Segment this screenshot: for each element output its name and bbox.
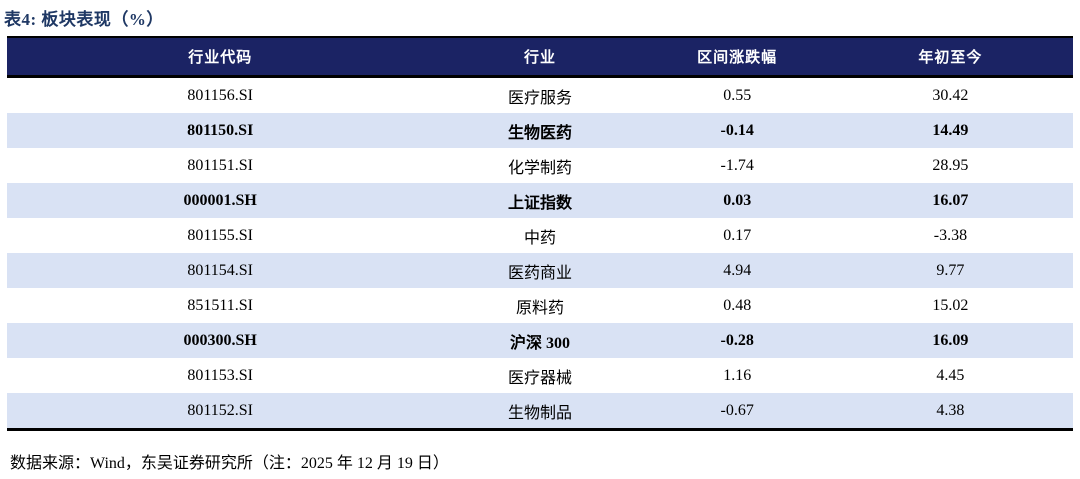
cell-code: 801154.SI [187, 261, 254, 279]
table-header: 行业代码 行业 区间涨跌幅 年初至今 [7, 37, 1073, 77]
table-row: 801154.SI 医药商业 4.94 9.77 [7, 253, 1073, 288]
cell-code: 000300.SH [183, 331, 257, 349]
table-row: 801153.SI 医疗器械 1.16 4.45 [7, 358, 1073, 393]
cell-interval: -1.74 [720, 156, 754, 174]
cell-industry: 原料药 [515, 299, 564, 317]
cell-ytd: 16.09 [932, 331, 969, 349]
cell-ytd: 14.49 [932, 121, 969, 139]
cell-interval: 0.03 [723, 191, 752, 209]
cell-industry: 上证指数 [507, 194, 572, 212]
source-note: 数据来源：Wind，东吴证券研究所（注：2025 年 12 月 19 日） [10, 455, 449, 472]
cell-industry: 化学制药 [507, 159, 572, 177]
header-row: 行业代码 行业 区间涨跌幅 年初至今 [7, 37, 1073, 77]
column-header-code: 行业代码 [188, 50, 253, 66]
table-row: 000300.SH 沪深 300 -0.28 16.09 [7, 323, 1073, 358]
cell-ytd: 4.38 [936, 401, 965, 419]
table-row: 801156.SI 医疗服务 0.55 30.42 [7, 76, 1073, 113]
cell-interval: 0.48 [723, 296, 752, 314]
table-row: 851511.SI 原料药 0.48 15.02 [7, 288, 1073, 323]
cell-industry: 中药 [523, 229, 556, 247]
cell-ytd: 28.95 [932, 156, 969, 174]
cell-ytd: 9.77 [936, 261, 965, 279]
table-row: 801150.SI 生物医药 -0.14 14.49 [7, 113, 1073, 148]
cell-ytd: 4.45 [936, 366, 965, 384]
table-row: 801152.SI 生物制品 -0.67 4.38 [7, 393, 1073, 430]
cell-ytd: 15.02 [932, 296, 969, 314]
table-body: 801156.SI 医疗服务 0.55 30.42 801150.SI 生物医药… [7, 76, 1073, 430]
cell-interval: 0.17 [723, 226, 752, 244]
table-title: 表4: 板块表现（%） [4, 10, 164, 29]
cell-code: 801153.SI [187, 366, 254, 384]
cell-interval: -0.28 [720, 331, 754, 349]
cell-code: 801156.SI [187, 86, 254, 104]
cell-interval: 0.55 [723, 86, 752, 104]
cell-industry: 医药商业 [507, 264, 572, 282]
column-header-ytd: 年初至今 [918, 50, 983, 66]
cell-ytd: 30.42 [932, 86, 969, 104]
column-header-interval: 区间涨跌幅 [697, 50, 778, 66]
cell-code: 801155.SI [187, 226, 254, 244]
sector-performance-table: 行业代码 行业 区间涨跌幅 年初至今 801156.SI 医疗服务 0.55 3… [7, 36, 1073, 431]
cell-ytd: 16.07 [932, 191, 969, 209]
cell-industry: 生物制品 [507, 404, 572, 422]
cell-code: 801152.SI [187, 401, 254, 419]
cell-industry: 沪深 300 [509, 334, 570, 352]
cell-industry: 医疗服务 [507, 89, 572, 107]
cell-code: 801150.SI [187, 121, 254, 139]
cell-interval: 4.94 [723, 261, 752, 279]
table-row: 801151.SI 化学制药 -1.74 28.95 [7, 148, 1073, 183]
cell-code: 851511.SI [187, 296, 254, 314]
cell-ytd: -3.38 [933, 226, 968, 244]
column-header-industry: 行业 [523, 50, 556, 66]
table-row: 000001.SH 上证指数 0.03 16.07 [7, 183, 1073, 218]
cell-interval: -0.67 [720, 401, 754, 419]
cell-code: 801151.SI [187, 156, 254, 174]
cell-interval: 1.16 [723, 366, 752, 384]
cell-interval: -0.14 [720, 121, 754, 139]
cell-code: 000001.SH [183, 191, 257, 209]
cell-industry: 医疗器械 [507, 369, 572, 387]
table-row: 801155.SI 中药 0.17 -3.38 [7, 218, 1073, 253]
cell-industry: 生物医药 [507, 124, 572, 142]
